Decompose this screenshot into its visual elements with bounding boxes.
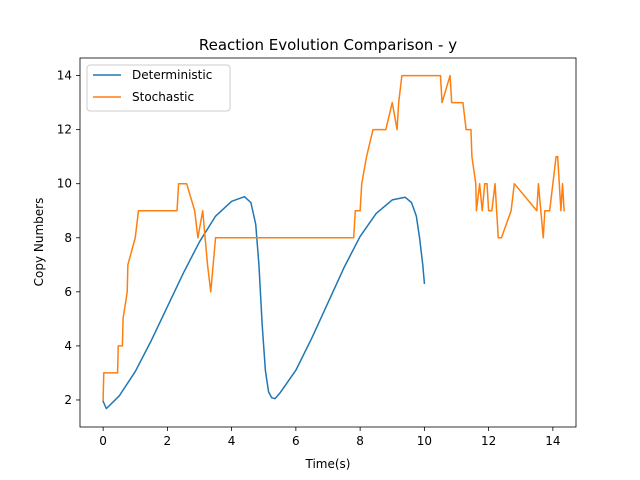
y-tick-label: 10 bbox=[57, 177, 72, 191]
y-tick-label: 14 bbox=[57, 69, 72, 83]
y-tick-label: 4 bbox=[64, 339, 72, 353]
legend: Deterministic Stochastic bbox=[86, 64, 231, 112]
series-layer bbox=[102, 74, 565, 410]
x-tick-label: 0 bbox=[99, 434, 107, 448]
y-tick-label: 2 bbox=[64, 393, 72, 407]
series-line-deterministic bbox=[102, 195, 426, 410]
x-axis-label: Time(s) bbox=[305, 457, 351, 471]
x-tick-label: 8 bbox=[356, 434, 364, 448]
chart-title: Reaction Evolution Comparison - y bbox=[199, 36, 457, 54]
x-tick-label: 12 bbox=[481, 434, 496, 448]
legend-label-deterministic: Deterministic bbox=[132, 68, 212, 82]
x-tick-label: 2 bbox=[164, 434, 172, 448]
legend-box bbox=[86, 64, 231, 112]
y-tick-label: 6 bbox=[64, 285, 72, 299]
plot-frame bbox=[79, 57, 577, 428]
x-tick-label: 10 bbox=[417, 434, 432, 448]
x-tick-label: 4 bbox=[228, 434, 236, 448]
axes-layer: 0 2 4 6 8 10 12 14 2 4 6 8 10 12 14 bbox=[57, 69, 561, 448]
x-tick-label: 6 bbox=[292, 434, 300, 448]
legend-label-stochastic: Stochastic bbox=[132, 90, 194, 104]
plot-area bbox=[80, 58, 576, 427]
y-tick-label: 12 bbox=[57, 123, 72, 137]
y-axis-label: Copy Numbers bbox=[32, 198, 46, 287]
x-tick-label: 14 bbox=[545, 434, 560, 448]
series-line-stochastic bbox=[102, 74, 565, 401]
y-tick-label: 8 bbox=[64, 231, 72, 245]
